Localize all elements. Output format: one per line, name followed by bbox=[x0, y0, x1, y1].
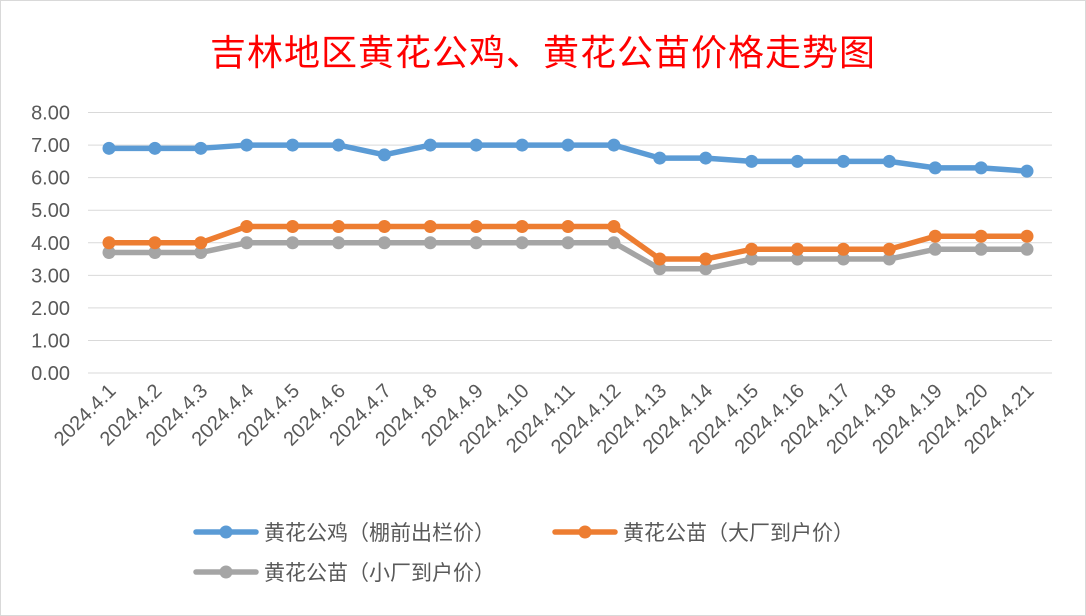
y-tick-label: 7.00 bbox=[31, 135, 70, 157]
data-point bbox=[791, 252, 804, 266]
data-point bbox=[102, 141, 116, 155]
data-point bbox=[469, 138, 483, 152]
series-1 bbox=[102, 138, 1034, 178]
data-point bbox=[515, 138, 529, 152]
data-point bbox=[836, 154, 850, 168]
data-point bbox=[469, 236, 483, 250]
y-tick-label: 3.00 bbox=[31, 265, 70, 287]
data-point bbox=[653, 252, 667, 266]
data-point bbox=[653, 151, 667, 165]
data-point bbox=[332, 138, 345, 152]
data-point bbox=[1020, 229, 1034, 243]
legend-marker bbox=[219, 525, 233, 539]
data-point bbox=[194, 236, 208, 250]
data-point bbox=[469, 219, 483, 233]
legend-item: 黄花公苗（小厂到户价） bbox=[193, 561, 495, 585]
data-point bbox=[194, 246, 208, 260]
legend-marker bbox=[578, 525, 592, 539]
x-axis-ticks: 2024.4.12024.4.22024.4.32024.4.42024.4.5… bbox=[50, 380, 1039, 458]
data-point bbox=[1020, 242, 1034, 256]
data-point bbox=[102, 246, 116, 260]
data-point bbox=[928, 161, 942, 175]
data-point bbox=[607, 219, 621, 233]
data-point bbox=[423, 219, 437, 233]
legend-item: 黄花公鸡（棚前出栏价） bbox=[193, 521, 495, 545]
y-tick-label: 8.00 bbox=[31, 103, 70, 125]
data-point bbox=[286, 219, 300, 233]
data-point bbox=[836, 242, 850, 256]
data-point bbox=[286, 138, 300, 152]
data-point bbox=[699, 151, 713, 165]
data-point bbox=[974, 229, 988, 243]
data-point bbox=[882, 252, 896, 266]
data-point bbox=[148, 236, 162, 250]
data-point bbox=[928, 229, 942, 243]
data-point bbox=[791, 154, 804, 168]
data-point bbox=[1020, 164, 1034, 178]
data-point bbox=[974, 161, 988, 175]
legend-item: 黄花公苗（大厂到户价） bbox=[552, 521, 854, 545]
data-point bbox=[240, 138, 254, 152]
y-tick-label: 0.00 bbox=[31, 363, 70, 385]
data-point bbox=[561, 138, 575, 152]
legend: 黄花公鸡（棚前出栏价） 黄花公苗（大厂到户价） 黄花公苗（小厂到户价） bbox=[193, 521, 854, 585]
data-point bbox=[102, 236, 116, 250]
data-point bbox=[377, 236, 391, 250]
data-point bbox=[240, 219, 254, 233]
series-3 bbox=[102, 236, 1034, 276]
legend-label: 黄花公苗（小厂到户价） bbox=[264, 561, 495, 585]
data-point bbox=[377, 219, 391, 233]
series-lines bbox=[102, 138, 1034, 276]
y-axis-ticks: 0.00 1.00 2.00 3.00 4.00 5.00 6.00 7.00 8.00 bbox=[31, 103, 70, 386]
data-point bbox=[882, 242, 896, 256]
y-tick-label: 6.00 bbox=[31, 168, 70, 190]
data-point bbox=[836, 252, 850, 266]
data-point bbox=[699, 262, 713, 276]
series-2 bbox=[102, 219, 1034, 266]
data-point bbox=[745, 154, 759, 168]
data-point bbox=[882, 154, 896, 168]
data-point bbox=[377, 148, 391, 162]
legend-label: 黄花公苗（大厂到户价） bbox=[623, 521, 854, 545]
data-point bbox=[332, 219, 345, 233]
data-point bbox=[423, 138, 437, 152]
data-point bbox=[240, 236, 254, 250]
data-point bbox=[515, 219, 529, 233]
data-point bbox=[607, 236, 621, 250]
data-point bbox=[791, 242, 804, 256]
data-point bbox=[332, 236, 345, 250]
data-point bbox=[745, 242, 759, 256]
data-point bbox=[974, 242, 988, 256]
data-point bbox=[515, 236, 529, 250]
data-point bbox=[286, 236, 300, 250]
y-tick-label: 2.00 bbox=[31, 298, 70, 320]
gridlines bbox=[88, 112, 1052, 374]
legend-label: 黄花公鸡（棚前出栏价） bbox=[264, 521, 495, 545]
data-point bbox=[148, 246, 162, 260]
data-point bbox=[653, 262, 667, 276]
data-point bbox=[423, 236, 437, 250]
data-point bbox=[561, 236, 575, 250]
y-tick-label: 1.00 bbox=[31, 330, 70, 352]
data-point bbox=[928, 242, 942, 256]
chart-title: 吉林地区黄花公鸡、黄花公苗价格走势图 bbox=[209, 33, 876, 74]
y-tick-label: 5.00 bbox=[31, 200, 70, 222]
data-point bbox=[561, 219, 575, 233]
data-point bbox=[607, 138, 621, 152]
data-point bbox=[194, 141, 208, 155]
legend-marker bbox=[219, 565, 233, 579]
data-point bbox=[148, 141, 162, 155]
y-tick-label: 4.00 bbox=[31, 233, 70, 255]
data-point bbox=[745, 252, 759, 266]
data-point bbox=[699, 252, 713, 266]
